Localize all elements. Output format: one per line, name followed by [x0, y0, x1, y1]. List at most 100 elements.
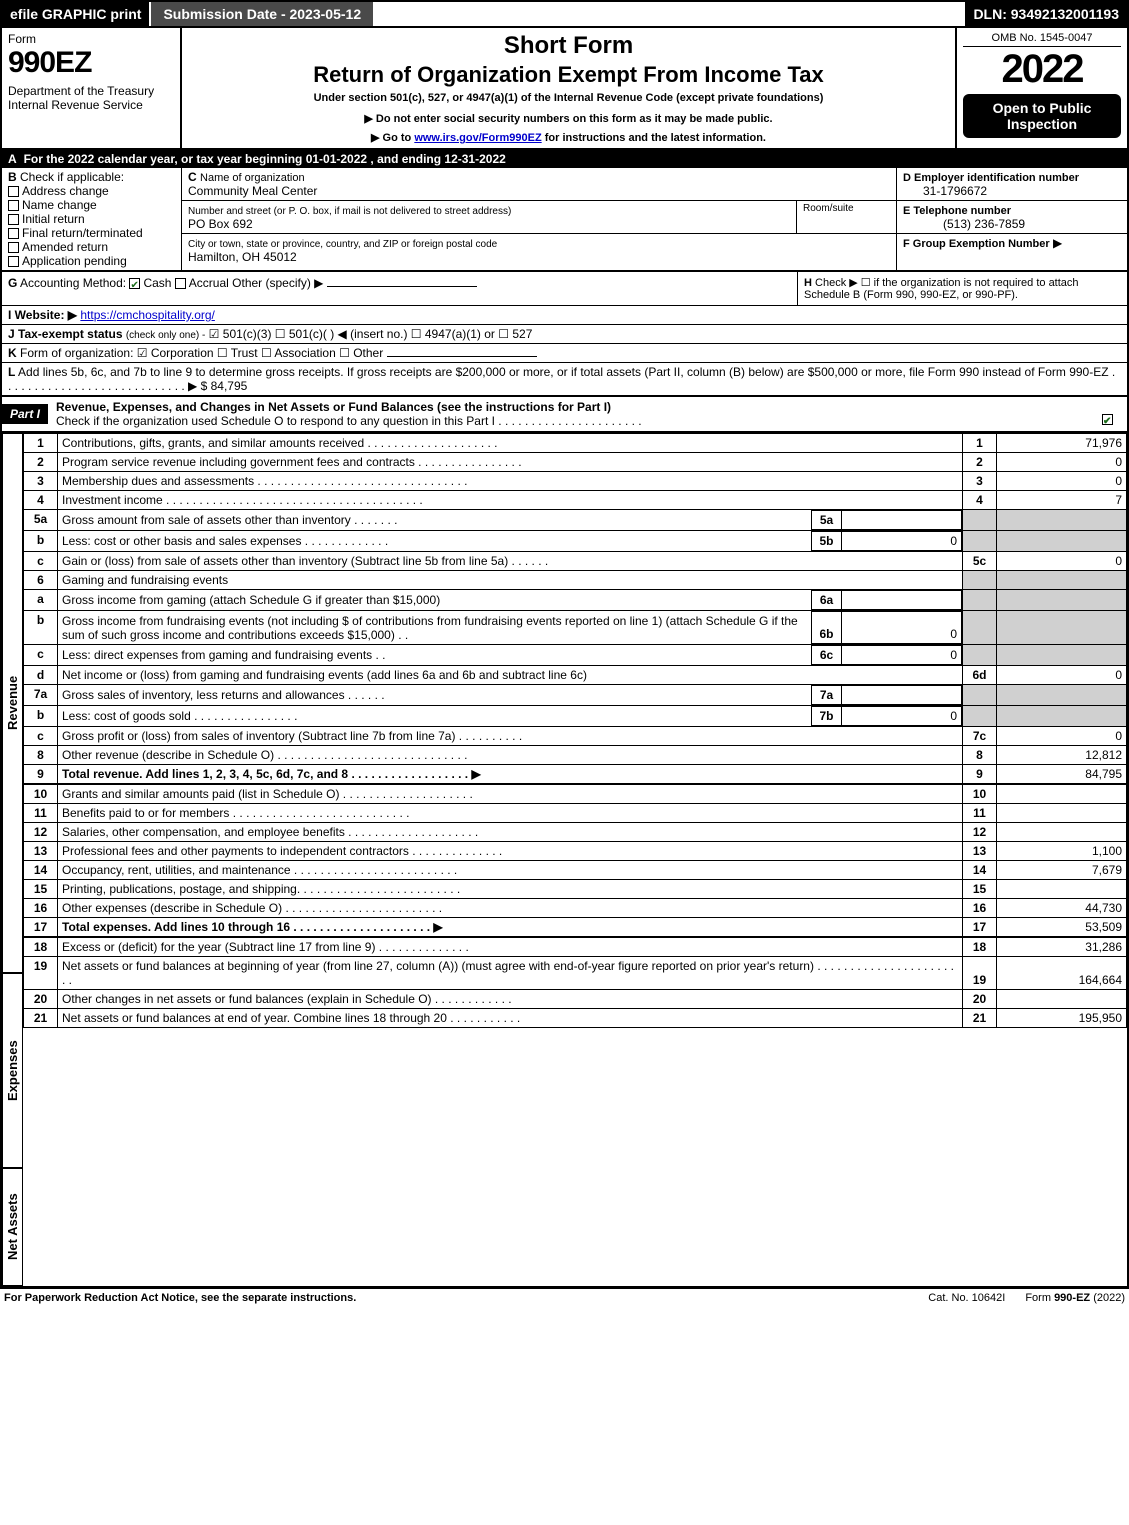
k-other-line[interactable] — [387, 356, 537, 357]
section-i: I Website: ▶ https://cmchospitality.org/ — [0, 306, 1129, 325]
section-k-label: K — [8, 346, 17, 360]
opt-final-return: Final return/terminated — [22, 226, 143, 240]
line-11: 11Benefits paid to or for members . . . … — [24, 804, 1127, 823]
checkbox-initial-return[interactable] — [8, 214, 19, 225]
section-k-text: Form of organization: — [20, 346, 133, 360]
line-6: 6Gaming and fundraising events — [24, 571, 1127, 590]
city-label: City or town, state or province, country… — [188, 239, 497, 250]
form-number: 990EZ — [8, 46, 174, 80]
line-7a: 7aGross sales of inventory, less returns… — [24, 685, 1127, 706]
line-7c: cGross profit or (loss) from sales of in… — [24, 727, 1127, 746]
section-f-label: F Group Exemption Number — [903, 238, 1050, 250]
side-revenue: Revenue — [2, 433, 23, 973]
line-9: 9Total revenue. Add lines 1, 2, 3, 4, 5c… — [24, 765, 1127, 785]
bcdef-block: B Check if applicable: Address change Na… — [0, 168, 1129, 272]
section-gh: G Accounting Method: Cash Accrual Other … — [0, 272, 1129, 306]
header-center: Short Form Return of Organization Exempt… — [182, 28, 957, 148]
section-c-label: C — [188, 170, 197, 184]
goto-pre: ▶ Go to — [371, 132, 414, 144]
lines-wrap: Revenue Expenses Net Assets 1Contributio… — [0, 433, 1129, 1288]
line-20: 20Other changes in net assets or fund ba… — [24, 990, 1127, 1009]
section-def: D Employer identification number 31-1796… — [897, 168, 1127, 270]
checkbox-cash[interactable] — [129, 278, 140, 289]
section-j-sub: (check only one) - — [126, 330, 205, 341]
checkbox-accrual[interactable] — [175, 278, 186, 289]
section-l: L Add lines 5b, 6c, and 7b to line 9 to … — [0, 363, 1129, 397]
section-k-opts: ☑ Corporation ☐ Trust ☐ Association ☐ Ot… — [137, 346, 383, 360]
section-e-label: E Telephone number — [903, 205, 1011, 217]
line-1: 1Contributions, gifts, grants, and simil… — [24, 434, 1127, 453]
line-5c: cGain or (loss) from sale of assets othe… — [24, 552, 1127, 571]
open-to-public: Open to Public Inspection — [963, 94, 1121, 138]
line-5b: bLess: cost or other basis and sales exp… — [24, 531, 1127, 552]
short-form-title: Short Form — [190, 32, 947, 60]
section-d-label: D Employer identification number — [903, 172, 1079, 184]
section-g-text: Accounting Method: — [20, 276, 126, 290]
lines-table: 1Contributions, gifts, grants, and simil… — [23, 433, 1127, 1028]
opt-cash: Cash — [143, 276, 171, 290]
part1-checkbox[interactable] — [1102, 414, 1113, 425]
section-l-label: L — [8, 365, 15, 379]
org-name-label: Name of organization — [200, 172, 305, 184]
section-j-label: J Tax-exempt status — [8, 327, 123, 341]
line-5a: 5aGross amount from sale of assets other… — [24, 510, 1127, 531]
form-header: Form 990EZ Department of the Treasury In… — [0, 28, 1129, 150]
part1-header-row: Part I Revenue, Expenses, and Changes in… — [0, 397, 1129, 433]
opt-application-pending: Application pending — [22, 254, 127, 268]
section-a-row: A For the 2022 calendar year, or tax yea… — [0, 150, 1129, 168]
irs-link[interactable]: www.irs.gov/Form990EZ — [414, 132, 541, 144]
section-j-opts: ☑ 501(c)(3) ☐ 501(c)( ) ◀ (insert no.) ☐… — [209, 327, 533, 341]
section-a-text: For the 2022 calendar year, or tax year … — [24, 152, 506, 166]
line-14: 14Occupancy, rent, utilities, and mainte… — [24, 861, 1127, 880]
part1-label: Part I — [2, 404, 48, 424]
line-6c: cLess: direct expenses from gaming and f… — [24, 645, 1127, 666]
website-link[interactable]: https://cmchospitality.org/ — [80, 308, 215, 322]
footer-left: For Paperwork Reduction Act Notice, see … — [4, 1292, 908, 1304]
opt-amended-return: Amended return — [22, 240, 108, 254]
line-12: 12Salaries, other compensation, and empl… — [24, 823, 1127, 842]
section-j: J Tax-exempt status (check only one) - ☑… — [0, 325, 1129, 344]
section-b: B Check if applicable: Address change Na… — [2, 168, 182, 270]
department-label: Department of the Treasury Internal Reve… — [8, 84, 174, 112]
other-specify-line[interactable] — [327, 286, 477, 287]
section-b-label: B — [8, 170, 17, 184]
side-netassets: Net Assets — [2, 1168, 23, 1286]
form-subtitle: Under section 501(c), 527, or 4947(a)(1)… — [190, 92, 947, 104]
checkbox-name-change[interactable] — [8, 200, 19, 211]
footer-right-pre: Form — [1025, 1292, 1054, 1304]
topbar-spacer — [373, 2, 965, 26]
efile-label: efile GRAPHIC print — [2, 2, 149, 26]
top-bar: efile GRAPHIC print Submission Date - 20… — [0, 0, 1129, 28]
part1-title: Revenue, Expenses, and Changes in Net As… — [48, 397, 1127, 431]
goto-note: ▶ Go to www.irs.gov/Form990EZ for instru… — [190, 131, 947, 144]
section-i-label: I Website: ▶ — [8, 308, 77, 322]
tax-year: 2022 — [963, 47, 1121, 92]
line-3: 3Membership dues and assessments . . . .… — [24, 472, 1127, 491]
section-a-label: A — [8, 152, 16, 166]
section-c: C Name of organization Community Meal Ce… — [182, 168, 897, 270]
line-6a: aGross income from gaming (attach Schedu… — [24, 590, 1127, 611]
omb-number: OMB No. 1545-0047 — [963, 32, 1121, 47]
header-left: Form 990EZ Department of the Treasury In… — [2, 28, 182, 148]
footer-right-bold: 990-EZ — [1054, 1292, 1090, 1304]
phone-value: (513) 236-7859 — [903, 217, 1025, 231]
opt-address-change: Address change — [22, 184, 109, 198]
checkbox-amended-return[interactable] — [8, 242, 19, 253]
line-10: 10Grants and similar amounts paid (list … — [24, 784, 1127, 804]
checkbox-application-pending[interactable] — [8, 256, 19, 267]
line-6d: dNet income or (loss) from gaming and fu… — [24, 666, 1127, 685]
section-h-text: Check ▶ ☐ if the organization is not req… — [804, 277, 1079, 301]
page-footer: For Paperwork Reduction Act Notice, see … — [0, 1288, 1129, 1307]
form-word: Form — [8, 32, 174, 46]
line-16: 16Other expenses (describe in Schedule O… — [24, 899, 1127, 918]
submission-date: Submission Date - 2023-05-12 — [149, 2, 373, 26]
ein-value: 31-1796672 — [903, 184, 987, 198]
checkbox-address-change[interactable] — [8, 186, 19, 197]
opt-other: Other (specify) ▶ — [232, 276, 323, 290]
checkbox-final-return[interactable] — [8, 228, 19, 239]
section-g-label: G — [8, 276, 17, 290]
line-8: 8Other revenue (describe in Schedule O) … — [24, 746, 1127, 765]
header-right: OMB No. 1545-0047 2022 Open to Public In… — [957, 28, 1127, 148]
side-expenses: Expenses — [2, 973, 23, 1168]
line-6b: bGross income from fundraising events (n… — [24, 611, 1127, 645]
